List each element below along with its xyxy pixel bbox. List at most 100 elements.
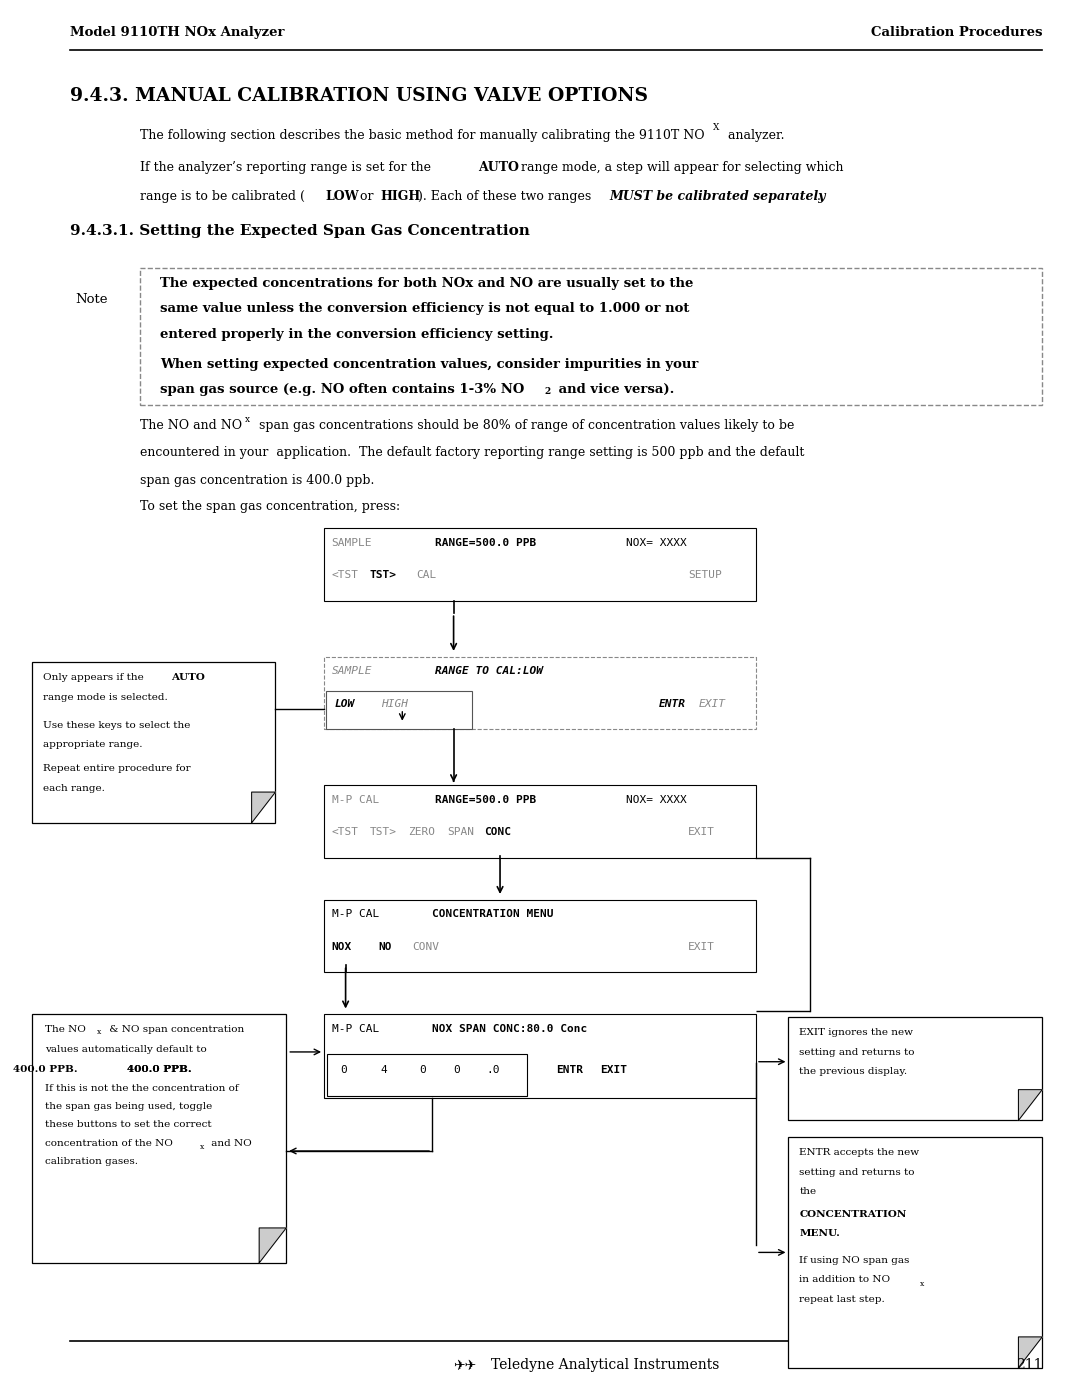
Text: ENTR: ENTR [556, 1065, 583, 1074]
Bar [326, 692, 472, 729]
Text: M-P CAL: M-P CAL [332, 1024, 379, 1034]
Text: If this is not the the concentration of: If this is not the the concentration of [45, 1084, 239, 1092]
Text: MENU.: MENU. [799, 1229, 840, 1238]
Text: If the analyzer’s reporting range is set for the: If the analyzer’s reporting range is set… [140, 161, 435, 173]
Text: M-P CAL: M-P CAL [332, 795, 379, 805]
Text: calibration gases.: calibration gases. [45, 1157, 138, 1165]
Text: these buttons to set the correct: these buttons to set the correct [45, 1120, 212, 1129]
Text: RANGE=500.0 PPB: RANGE=500.0 PPB [435, 538, 537, 548]
Text: span gas concentrations should be 80% of range of concentration values likely to: span gas concentrations should be 80% of… [255, 419, 794, 432]
Text: CAL: CAL [416, 570, 436, 580]
Bar [324, 1014, 756, 1098]
Text: 0: 0 [419, 1065, 426, 1074]
Text: AUTO: AUTO [171, 673, 204, 682]
Text: 400.0 PPB.: 400.0 PPB. [127, 1065, 191, 1073]
Text: CONCENTRATION MENU: CONCENTRATION MENU [432, 909, 554, 919]
Text: SPAN: SPAN [447, 827, 474, 837]
Text: .0: .0 [486, 1065, 499, 1074]
Text: x: x [920, 1280, 924, 1288]
Text: X: X [713, 123, 719, 131]
Text: EXIT: EXIT [688, 827, 715, 837]
Text: The following section describes the basic method for manually calibrating the 91: The following section describes the basi… [140, 129, 705, 141]
Text: RANGE=500.0 PPB: RANGE=500.0 PPB [435, 795, 537, 805]
Text: repeat last step.: repeat last step. [799, 1295, 885, 1303]
Text: NOX: NOX [332, 942, 352, 951]
Text: The expected concentrations for both NOx and NO are usually set to the: The expected concentrations for both NOx… [160, 277, 693, 289]
Bar [324, 528, 756, 601]
Text: The NO: The NO [45, 1025, 86, 1034]
Text: EXIT ignores the new: EXIT ignores the new [799, 1028, 914, 1037]
Text: & NO span concentration: & NO span concentration [106, 1025, 244, 1034]
Bar [140, 268, 1042, 405]
Text: If using NO span gas: If using NO span gas [799, 1256, 909, 1264]
Text: x: x [200, 1143, 204, 1151]
Text: setting and returns to: setting and returns to [799, 1048, 915, 1056]
Bar [327, 1055, 527, 1097]
Text: NOX= XXXX: NOX= XXXX [626, 795, 687, 805]
Text: LOW: LOW [325, 190, 359, 203]
Text: Note: Note [76, 293, 108, 306]
Text: x: x [245, 415, 251, 423]
Text: SETUP: SETUP [688, 570, 721, 580]
Text: NOX= XXXX: NOX= XXXX [626, 538, 687, 548]
Bar [324, 657, 756, 729]
Text: ENTR accepts the new: ENTR accepts the new [799, 1148, 919, 1157]
Text: 400.0 PPB.: 400.0 PPB. [13, 1065, 78, 1073]
Text: CONV: CONV [413, 942, 440, 951]
Text: 4: 4 [380, 1065, 387, 1074]
Text: <TST: <TST [332, 570, 359, 580]
Text: concentration of the NO: concentration of the NO [45, 1139, 173, 1147]
Bar [324, 785, 756, 858]
Text: To set the span gas concentration, press:: To set the span gas concentration, press… [140, 500, 401, 513]
Text: each range.: each range. [43, 784, 105, 792]
Text: setting and returns to: setting and returns to [799, 1168, 915, 1176]
Text: SAMPLE: SAMPLE [332, 538, 372, 548]
Text: EXIT: EXIT [699, 698, 726, 708]
Text: AUTO: AUTO [478, 161, 519, 173]
Text: .: . [816, 190, 821, 203]
Text: entered properly in the conversion efficiency setting.: entered properly in the conversion effic… [160, 328, 553, 341]
Text: ). Each of these two ranges: ). Each of these two ranges [418, 190, 595, 203]
Text: range mode is selected.: range mode is selected. [43, 693, 168, 701]
Text: span gas concentration is 400.0 ppb.: span gas concentration is 400.0 ppb. [140, 474, 375, 486]
Text: TST>: TST> [369, 827, 396, 837]
Text: EXIT: EXIT [600, 1065, 627, 1074]
Text: NO: NO [378, 942, 391, 951]
Text: 211: 211 [1015, 1358, 1042, 1372]
Polygon shape [259, 1228, 286, 1263]
Text: and vice versa).: and vice versa). [554, 383, 674, 395]
Text: TST>: TST> [369, 570, 396, 580]
Text: values automatically default to: values automatically default to [45, 1045, 207, 1053]
Text: Calibration Procedures: Calibration Procedures [870, 27, 1042, 39]
Text: Model 9110TH NOx Analyzer: Model 9110TH NOx Analyzer [70, 27, 285, 39]
Text: range mode, a step will appear for selecting which: range mode, a step will appear for selec… [517, 161, 843, 173]
Polygon shape [252, 792, 275, 823]
Text: 2: 2 [544, 387, 551, 395]
Text: ✈✈: ✈✈ [454, 1358, 477, 1372]
Text: 9.4.3.1. Setting the Expected Span Gas Concentration: 9.4.3.1. Setting the Expected Span Gas C… [70, 224, 530, 237]
Text: same value unless the conversion efficiency is not equal to 1.000 or not: same value unless the conversion efficie… [160, 302, 689, 314]
Text: x: x [97, 1028, 102, 1037]
Text: 0: 0 [340, 1065, 347, 1074]
Text: When setting expected concentration values, consider impurities in your: When setting expected concentration valu… [160, 358, 698, 370]
Text: encountered in your  application.  The default factory reporting range setting i: encountered in your application. The def… [140, 446, 805, 458]
Text: or: or [356, 190, 378, 203]
Text: the: the [799, 1187, 816, 1196]
Text: ZERO: ZERO [408, 827, 435, 837]
Text: 400.0 PPB.: 400.0 PPB. [127, 1065, 191, 1073]
Text: Only appears if the: Only appears if the [43, 673, 147, 682]
Text: NOX SPAN CONC:80.0 Conc: NOX SPAN CONC:80.0 Conc [432, 1024, 588, 1034]
Text: MUST be calibrated separately: MUST be calibrated separately [609, 190, 825, 203]
Text: Repeat entire procedure for: Repeat entire procedure for [43, 764, 191, 773]
Text: Use these keys to select the: Use these keys to select the [43, 721, 190, 729]
Text: EXIT: EXIT [688, 942, 715, 951]
Text: appropriate range.: appropriate range. [43, 740, 143, 749]
Bar [32, 662, 275, 823]
Polygon shape [1018, 1337, 1042, 1368]
Text: RANGE TO CAL:LOW: RANGE TO CAL:LOW [435, 666, 543, 676]
Text: in addition to NO: in addition to NO [799, 1275, 890, 1284]
Text: Teledyne Analytical Instruments: Teledyne Analytical Instruments [491, 1358, 719, 1372]
Text: HIGH: HIGH [380, 190, 420, 203]
Text: LOW: LOW [335, 698, 355, 708]
Text: the previous display.: the previous display. [799, 1067, 907, 1076]
